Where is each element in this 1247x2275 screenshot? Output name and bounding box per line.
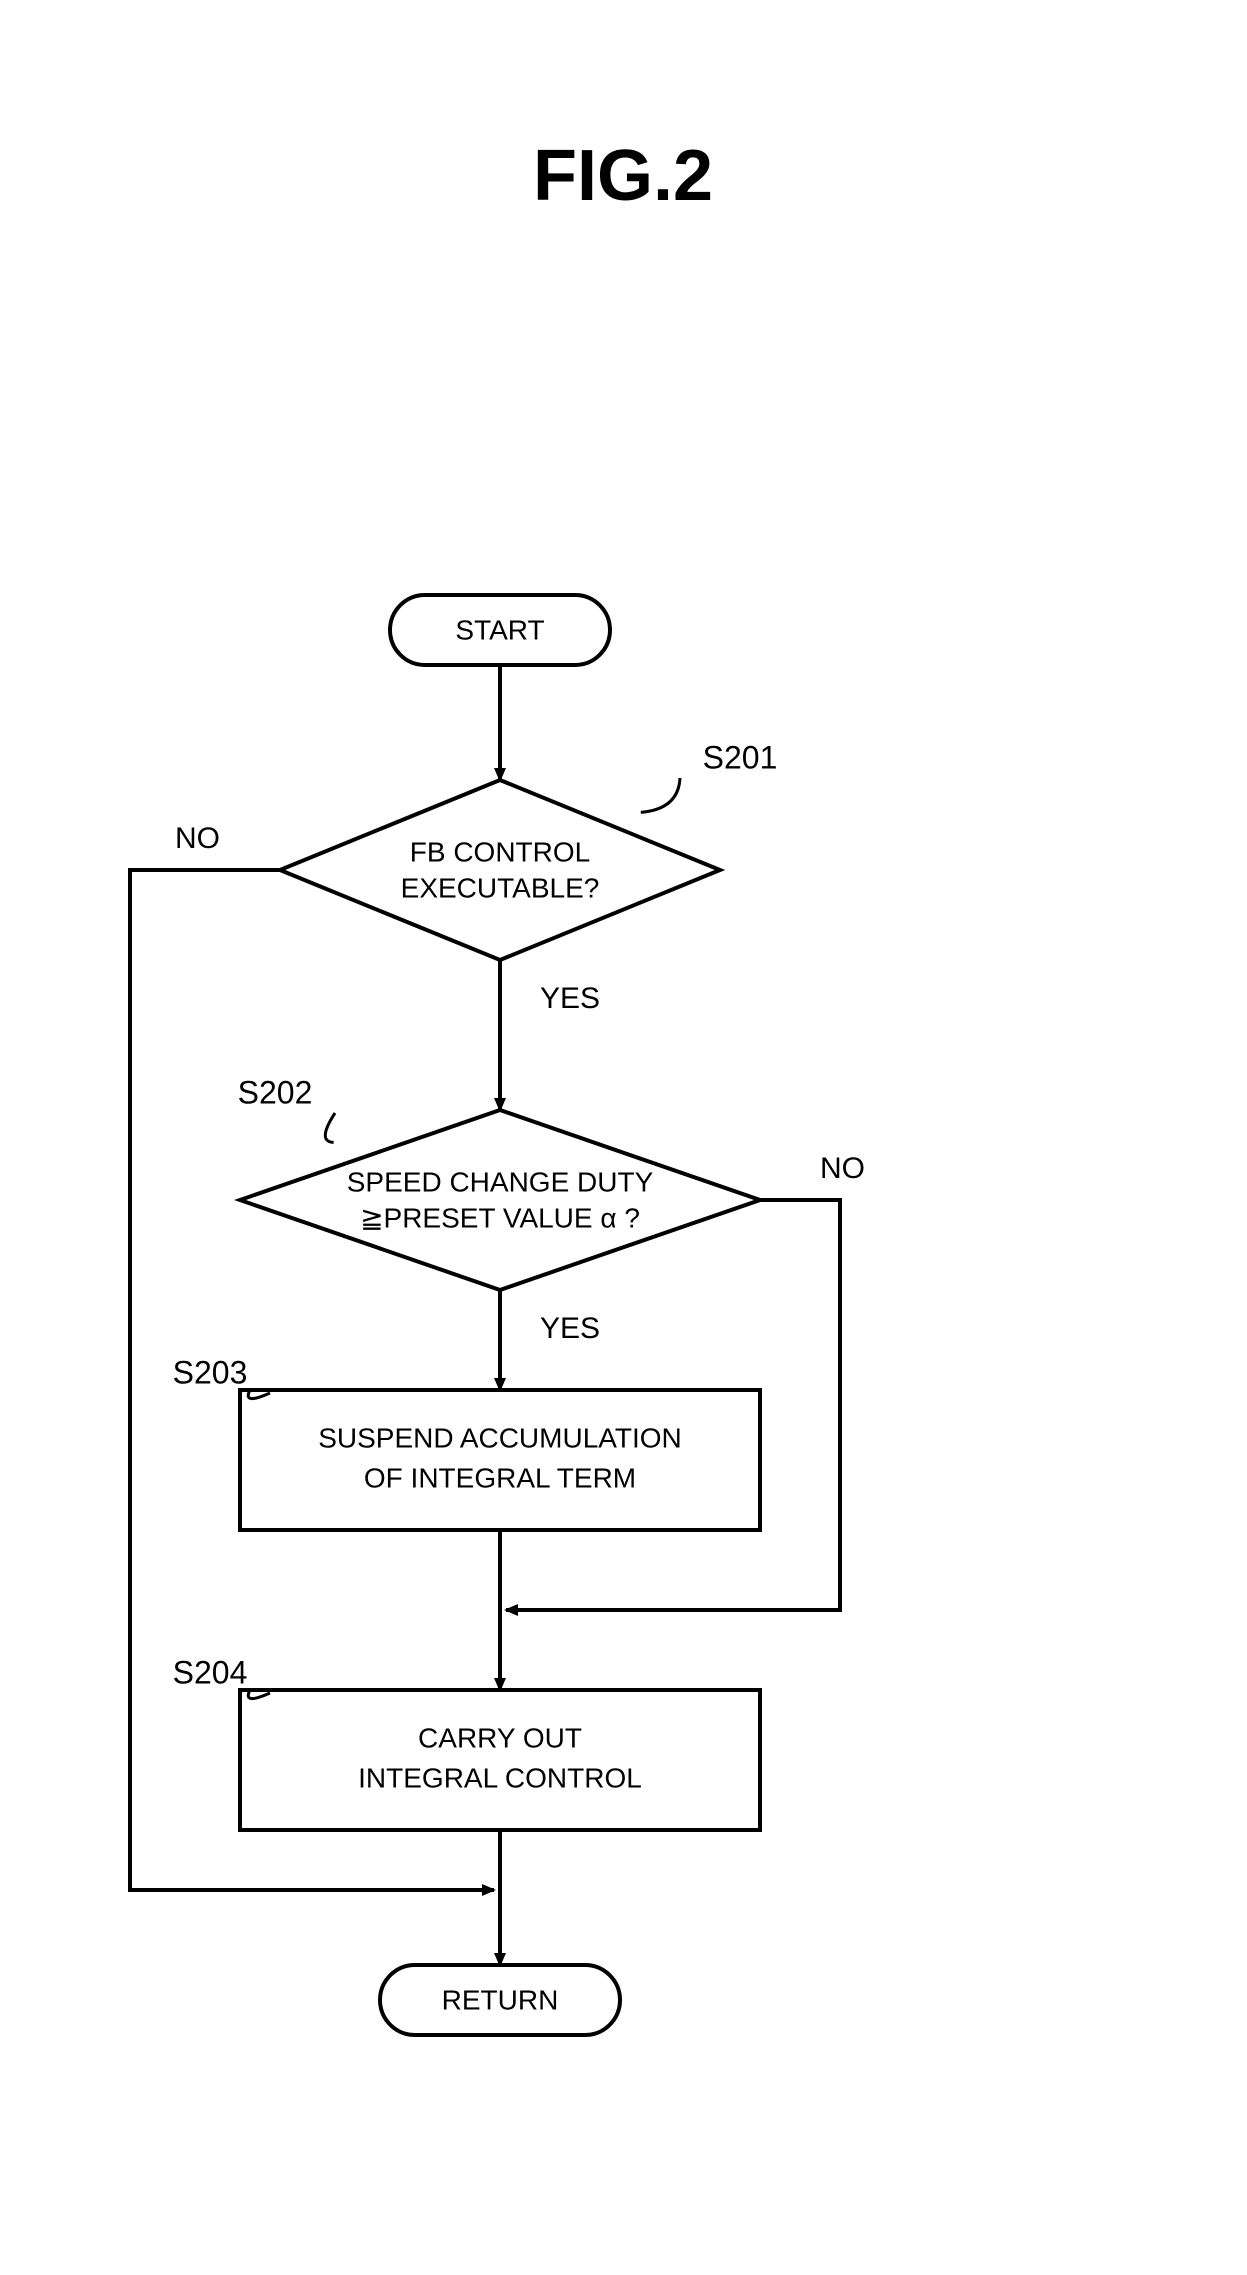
- edge-s202-no: [506, 1200, 840, 1610]
- svg-text:S202: S202: [238, 1074, 313, 1110]
- edge-label-s202_yes: YES: [540, 1312, 600, 1345]
- svg-text:START: START: [455, 614, 544, 645]
- svg-text:S203: S203: [173, 1354, 248, 1390]
- s201-label-connector: [641, 778, 680, 812]
- svg-text:SPEED CHANGE DUTY: SPEED CHANGE DUTY: [347, 1166, 654, 1197]
- svg-text:OF INTEGRAL TERM: OF INTEGRAL TERM: [364, 1462, 636, 1493]
- svg-text:EXECUTABLE?: EXECUTABLE?: [401, 872, 600, 903]
- svg-text:≧PRESET VALUE α ?: ≧PRESET VALUE α ?: [360, 1202, 640, 1233]
- figure-title: FIG.2: [533, 136, 713, 216]
- s202-node: [240, 1110, 760, 1290]
- s204-node: [240, 1690, 760, 1830]
- edge-label-s201_no: NO: [175, 822, 220, 855]
- edge-label-s202_no: NO: [820, 1152, 865, 1185]
- svg-text:INTEGRAL CONTROL: INTEGRAL CONTROL: [358, 1762, 642, 1793]
- svg-text:S201: S201: [703, 739, 778, 775]
- svg-text:S204: S204: [173, 1654, 248, 1690]
- edge-label-s201_yes: YES: [540, 982, 600, 1015]
- svg-text:RETURN: RETURN: [442, 1984, 559, 2015]
- s203-node: [240, 1390, 760, 1530]
- s202-label-connector: [325, 1113, 335, 1142]
- svg-text:CARRY OUT: CARRY OUT: [418, 1722, 582, 1753]
- s201-node: [280, 780, 720, 960]
- svg-text:FB CONTROL: FB CONTROL: [410, 836, 590, 867]
- svg-text:SUSPEND ACCUMULATION: SUSPEND ACCUMULATION: [318, 1422, 682, 1453]
